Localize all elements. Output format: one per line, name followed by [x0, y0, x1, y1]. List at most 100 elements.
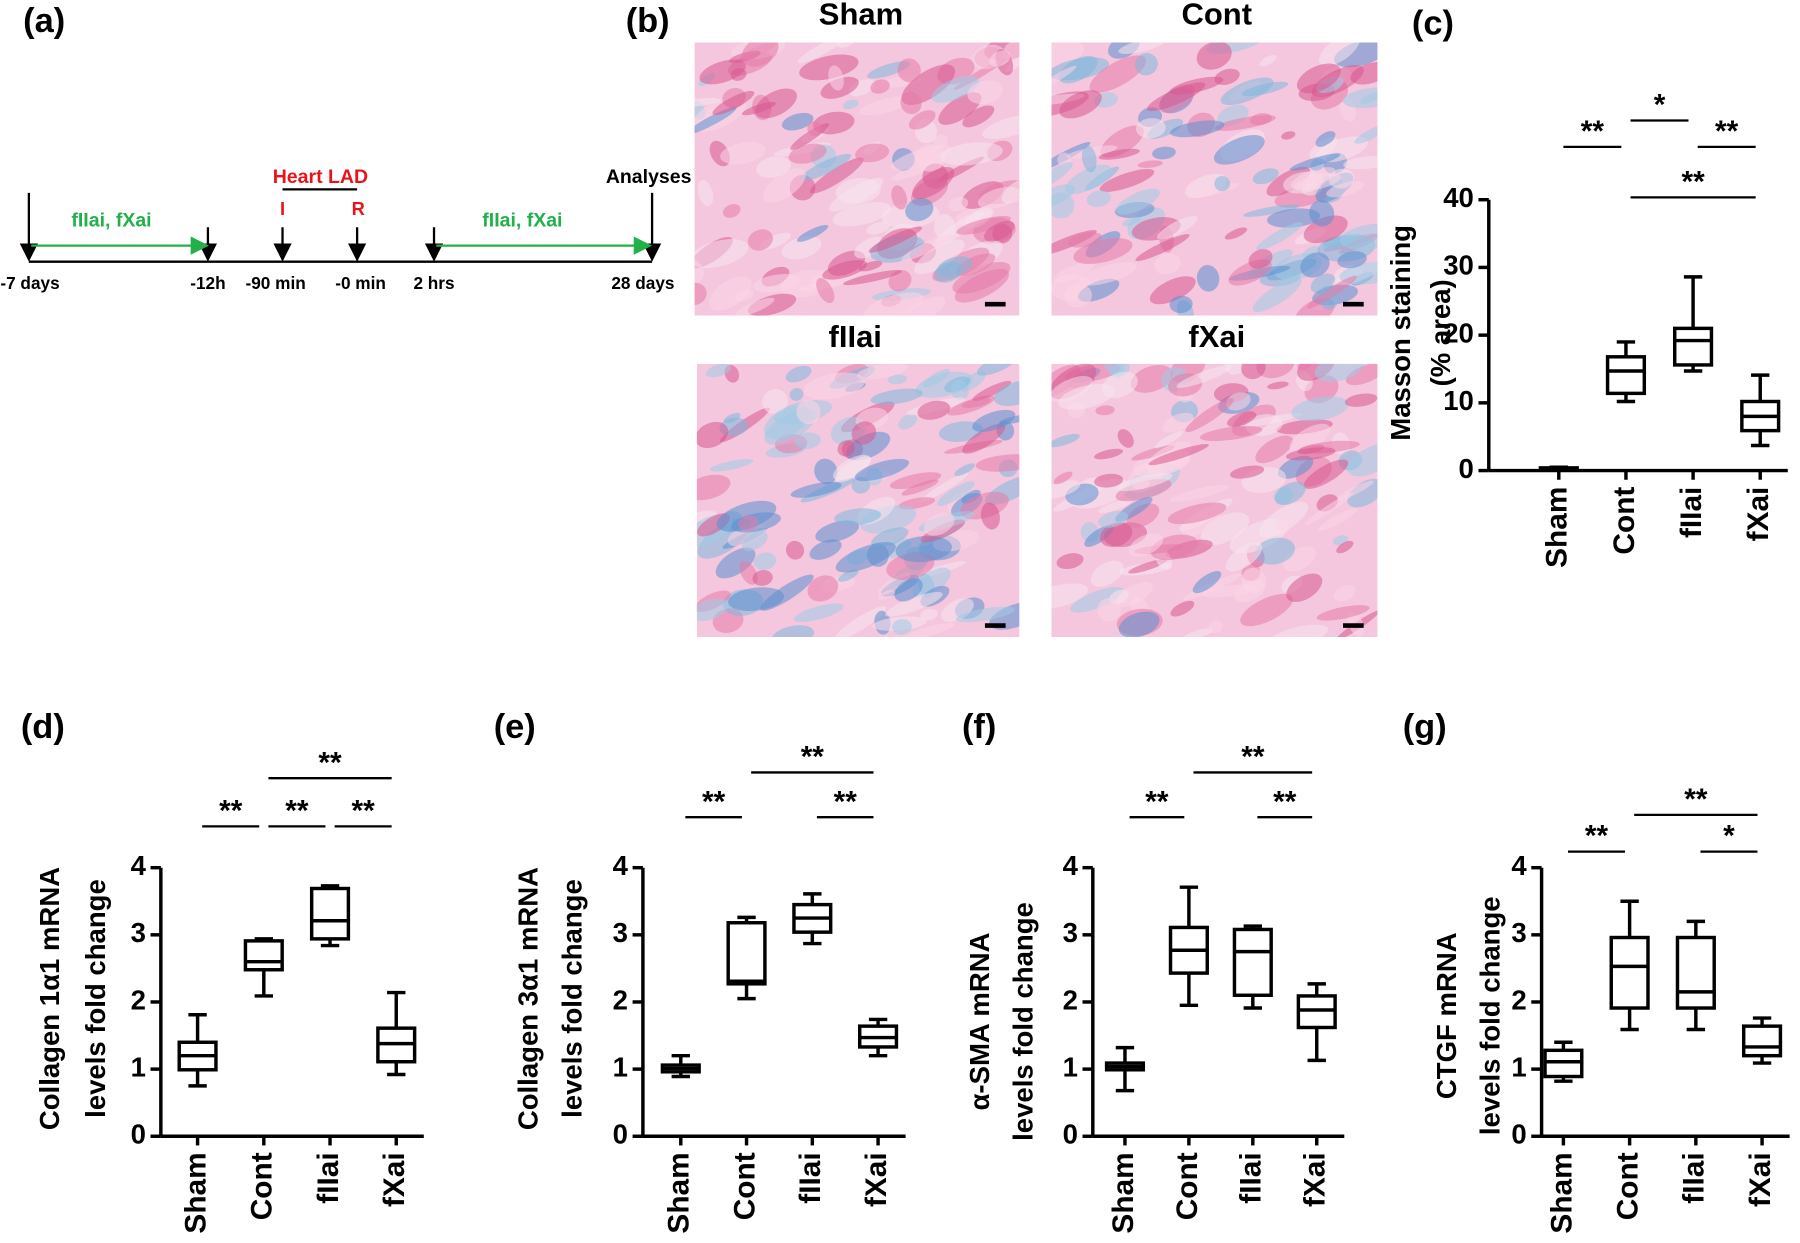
tissue	[1169, 484, 1230, 502]
tissue	[1152, 146, 1176, 160]
x-tick-label: Sham	[663, 1152, 696, 1233]
tissue	[781, 112, 814, 131]
tissue	[908, 110, 936, 130]
tissue	[937, 256, 973, 277]
tissue	[694, 106, 737, 135]
tissue	[1056, 553, 1084, 570]
significance-label: **	[1684, 783, 1708, 816]
tissue	[816, 278, 835, 304]
tissue	[1344, 393, 1378, 407]
tissue	[1130, 364, 1173, 393]
tissue	[950, 379, 969, 401]
tissue	[1296, 63, 1341, 94]
tissue	[814, 458, 838, 485]
y-axis-label: Collagen 1α1 mRNA	[34, 867, 65, 1130]
box	[309, 886, 351, 941]
tissue	[1070, 587, 1124, 613]
tissue	[1248, 249, 1273, 269]
tissue	[866, 221, 891, 235]
significance-label: **	[219, 794, 243, 827]
significance-label: **	[1715, 115, 1739, 148]
box	[1675, 935, 1716, 1010]
tissue	[1225, 392, 1251, 411]
end-label: Analyses	[606, 166, 692, 188]
tissue	[1336, 540, 1354, 554]
tissue	[1208, 620, 1223, 634]
tissue	[1289, 153, 1341, 171]
tissue	[1281, 131, 1296, 140]
tissue	[834, 606, 887, 637]
significance-label: *	[1654, 89, 1666, 122]
tissue	[760, 574, 814, 611]
histology-image	[1051, 42, 1378, 316]
tissue	[851, 421, 877, 445]
y-tick-label: 2	[1511, 984, 1526, 1015]
y-axis-label: α-SMA mRNA	[964, 932, 995, 1110]
tissue	[1098, 499, 1132, 513]
y-tick-label: 3	[1063, 917, 1078, 948]
tissue	[1252, 168, 1279, 185]
tissue	[1051, 480, 1081, 499]
tissue	[1097, 597, 1121, 622]
tissue	[1255, 435, 1294, 464]
tissue	[1137, 160, 1163, 168]
tissue	[1315, 131, 1336, 147]
tissue	[1170, 120, 1225, 138]
y-tick-label: 2	[131, 984, 146, 1015]
tissue	[694, 97, 721, 108]
significance-label: **	[801, 741, 825, 774]
tissue	[1226, 411, 1257, 427]
tissue	[895, 535, 952, 563]
y-tick-label: 1	[1511, 1051, 1526, 1082]
tissue	[855, 143, 890, 163]
tissue	[975, 454, 1020, 472]
tissue	[1256, 222, 1303, 251]
y-tick-label: 20	[1443, 317, 1474, 348]
tissue	[1347, 442, 1378, 477]
y-axis-label: Masson staining	[1385, 225, 1416, 441]
tissue	[810, 157, 864, 194]
image-title: Sham	[819, 0, 903, 31]
y-tick-label: 1	[1063, 1051, 1078, 1082]
x-tick-label: Sham	[1541, 487, 1574, 568]
tissue	[870, 388, 923, 405]
event-label: Heart LAD	[273, 166, 368, 188]
tissue	[742, 531, 768, 552]
tissue	[980, 502, 1000, 530]
tissue	[752, 570, 773, 586]
tissue	[905, 197, 934, 222]
significance-label: **	[1581, 115, 1605, 148]
tissue	[809, 539, 842, 560]
tissue	[993, 380, 1020, 406]
tissue	[1051, 65, 1077, 90]
y-axis-label: levels fold change	[80, 879, 111, 1118]
tissue	[781, 236, 822, 260]
y-tick-label: 0	[1459, 453, 1474, 484]
tissue	[837, 440, 855, 457]
tissue	[1252, 277, 1302, 313]
box	[1605, 355, 1647, 396]
tissue	[1339, 223, 1378, 251]
x-tick-label: Sham	[179, 1152, 212, 1233]
tissue	[854, 236, 885, 259]
tissue	[723, 412, 741, 424]
panel-label: (d)	[21, 708, 65, 746]
tissue	[1307, 275, 1357, 309]
tissue	[1149, 276, 1196, 305]
y-tick-label: 10	[1443, 385, 1474, 416]
tissue	[838, 569, 859, 582]
drug-label: fIIai, fXai	[482, 210, 562, 232]
tissue	[762, 168, 806, 203]
tissue	[793, 603, 844, 622]
tissue	[1350, 61, 1378, 85]
tissue	[800, 153, 852, 181]
y-axis-label: levels fold change	[1475, 896, 1506, 1135]
tissue	[854, 458, 910, 482]
tissue	[1122, 216, 1142, 227]
tissue	[1081, 145, 1097, 173]
tissue	[694, 282, 707, 306]
tissue	[961, 397, 991, 408]
tissue	[834, 456, 872, 483]
tissue	[1229, 465, 1265, 479]
